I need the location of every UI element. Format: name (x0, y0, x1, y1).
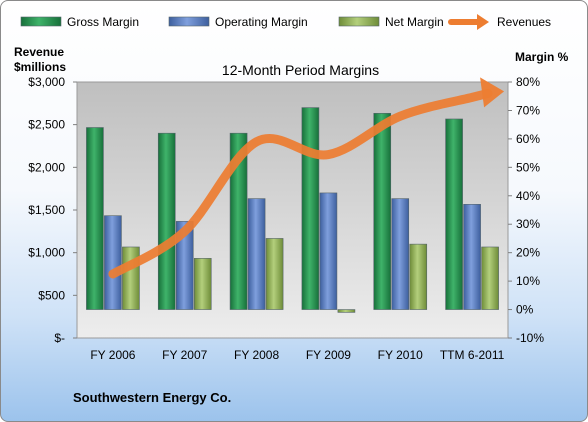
left-tick-label: $500 (38, 288, 65, 302)
category-label: FY 2008 (234, 348, 279, 362)
legend-label: Net Margin (385, 15, 444, 29)
bar-operating-margin (319, 192, 338, 310)
category-label: FY 2010 (378, 348, 423, 362)
left-tick-label: $1,000 (28, 246, 65, 260)
legend-label: Gross Margin (67, 15, 139, 29)
bar-operating-margin (463, 204, 481, 310)
right-tick-label: 80% (516, 75, 540, 89)
right-tick-label: 30% (516, 217, 540, 231)
left-tick-label: $2,000 (28, 160, 65, 174)
bar-gross-margin (86, 127, 104, 310)
bar-operating-margin (104, 215, 122, 310)
bar-net-margin (193, 258, 212, 310)
bar-gross-margin (157, 132, 176, 310)
right-tick-label: 70% (516, 103, 540, 117)
right-tick-label: 50% (516, 160, 540, 174)
bar-net-margin (337, 309, 356, 313)
bar-net-margin (265, 238, 284, 310)
left-tick-label: $1,500 (28, 203, 65, 217)
bar-net-margin (481, 246, 499, 310)
category-label: FY 2009 (306, 348, 351, 362)
bar-gross-margin (373, 112, 392, 310)
legend-swatch (20, 16, 62, 27)
legend-label: Revenues (497, 15, 551, 29)
legend-swatch (168, 16, 210, 27)
company-name: Southwestern Energy Co. (73, 390, 232, 405)
right-tick-label: 0% (516, 303, 534, 317)
legend-swatch-arrow (477, 14, 489, 30)
right-tick-label: -10% (516, 331, 544, 345)
right-tick-label: 20% (516, 246, 540, 260)
right-tick-label: 10% (516, 274, 540, 288)
bar-net-margin (122, 246, 140, 310)
category-label: FY 2007 (162, 348, 207, 362)
legend-swatch (338, 16, 380, 27)
bar-operating-margin (391, 198, 410, 310)
legend-label: Operating Margin (215, 15, 308, 29)
left-axis-label: Revenue (14, 45, 64, 59)
category-label: FY 2006 (90, 348, 135, 362)
right-axis-label: Margin % (515, 50, 569, 64)
bar-net-margin (409, 243, 428, 310)
right-tick-label: 60% (516, 132, 540, 146)
revenue-arrowhead (480, 77, 505, 108)
revenue-line (108, 88, 493, 279)
left-axis-label-units: $millions (14, 60, 66, 74)
left-tick-label: $2,500 (28, 118, 65, 132)
bar-operating-margin (175, 221, 194, 310)
category-label: TTM 6-2011 (440, 348, 505, 362)
left-tick-label: $3,000 (28, 75, 65, 89)
plot-area (76, 81, 509, 339)
left-tick-label: $- (54, 331, 65, 345)
chart-title: 12-Month Period Margins (222, 62, 379, 78)
bar-gross-margin (229, 132, 248, 310)
bar-gross-margin (301, 107, 320, 310)
bar-gross-margin (445, 118, 463, 310)
bar-operating-margin (247, 198, 266, 310)
right-tick-label: 40% (516, 189, 540, 203)
